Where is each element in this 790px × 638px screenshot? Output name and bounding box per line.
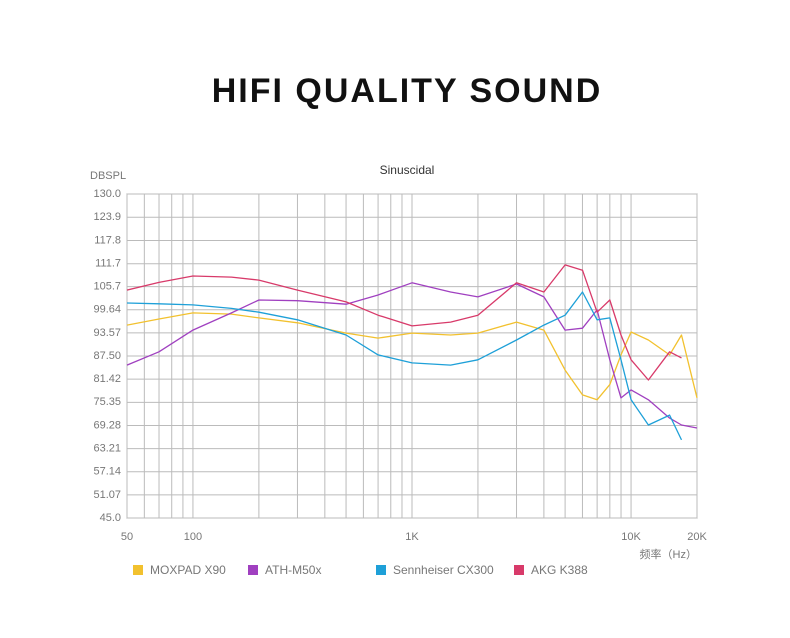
y-tick-label: 45.0 (100, 512, 121, 524)
y-tick-label: 75.35 (93, 396, 121, 408)
series-line (126, 264, 682, 381)
y-tick-label: 81.42 (93, 373, 121, 385)
series-line (126, 312, 698, 401)
legend-label: Sennheiser CX300 (393, 563, 494, 577)
y-tick-label: 99.64 (93, 304, 121, 316)
y-tick-label: 130.0 (93, 188, 121, 200)
x-tick-label: 20K (687, 531, 707, 543)
y-tick-label: 117.8 (94, 234, 121, 246)
x-tick-label: 100 (184, 531, 202, 543)
legend-swatch (133, 565, 143, 575)
x-tick-label: 1K (405, 531, 419, 543)
page-title: HIFI QUALITY SOUND (212, 72, 603, 110)
legend-label: MOXPAD X90 (150, 563, 226, 577)
y-tick-label: 69.28 (93, 419, 121, 431)
y-tick-label: 93.57 (93, 327, 121, 339)
x-axis-label: 频率（Hz） (640, 547, 697, 561)
y-tick-label: 51.07 (93, 489, 121, 501)
legend-swatch (248, 565, 258, 575)
legend-swatch (376, 565, 386, 575)
chart-title: Sinuscidal (380, 163, 435, 177)
y-tick-label: 57.14 (93, 466, 121, 478)
y-tick-label: 123.9 (93, 211, 121, 223)
y-tick-label: 105.7 (93, 281, 121, 293)
x-tick-label: 50 (121, 531, 133, 543)
y-tick-label: 87.50 (93, 350, 121, 362)
y-tick-label: 111.7 (95, 258, 121, 270)
legend-label: ATH-M50x (265, 563, 321, 577)
y-axis-label: DBSPL (90, 170, 126, 182)
series-line (126, 291, 683, 441)
x-tick-label: 10K (621, 531, 641, 543)
series-line (126, 282, 698, 429)
legend-label: AKG K388 (531, 563, 588, 577)
legend-swatch (514, 565, 524, 575)
y-tick-label: 63.21 (93, 442, 121, 454)
